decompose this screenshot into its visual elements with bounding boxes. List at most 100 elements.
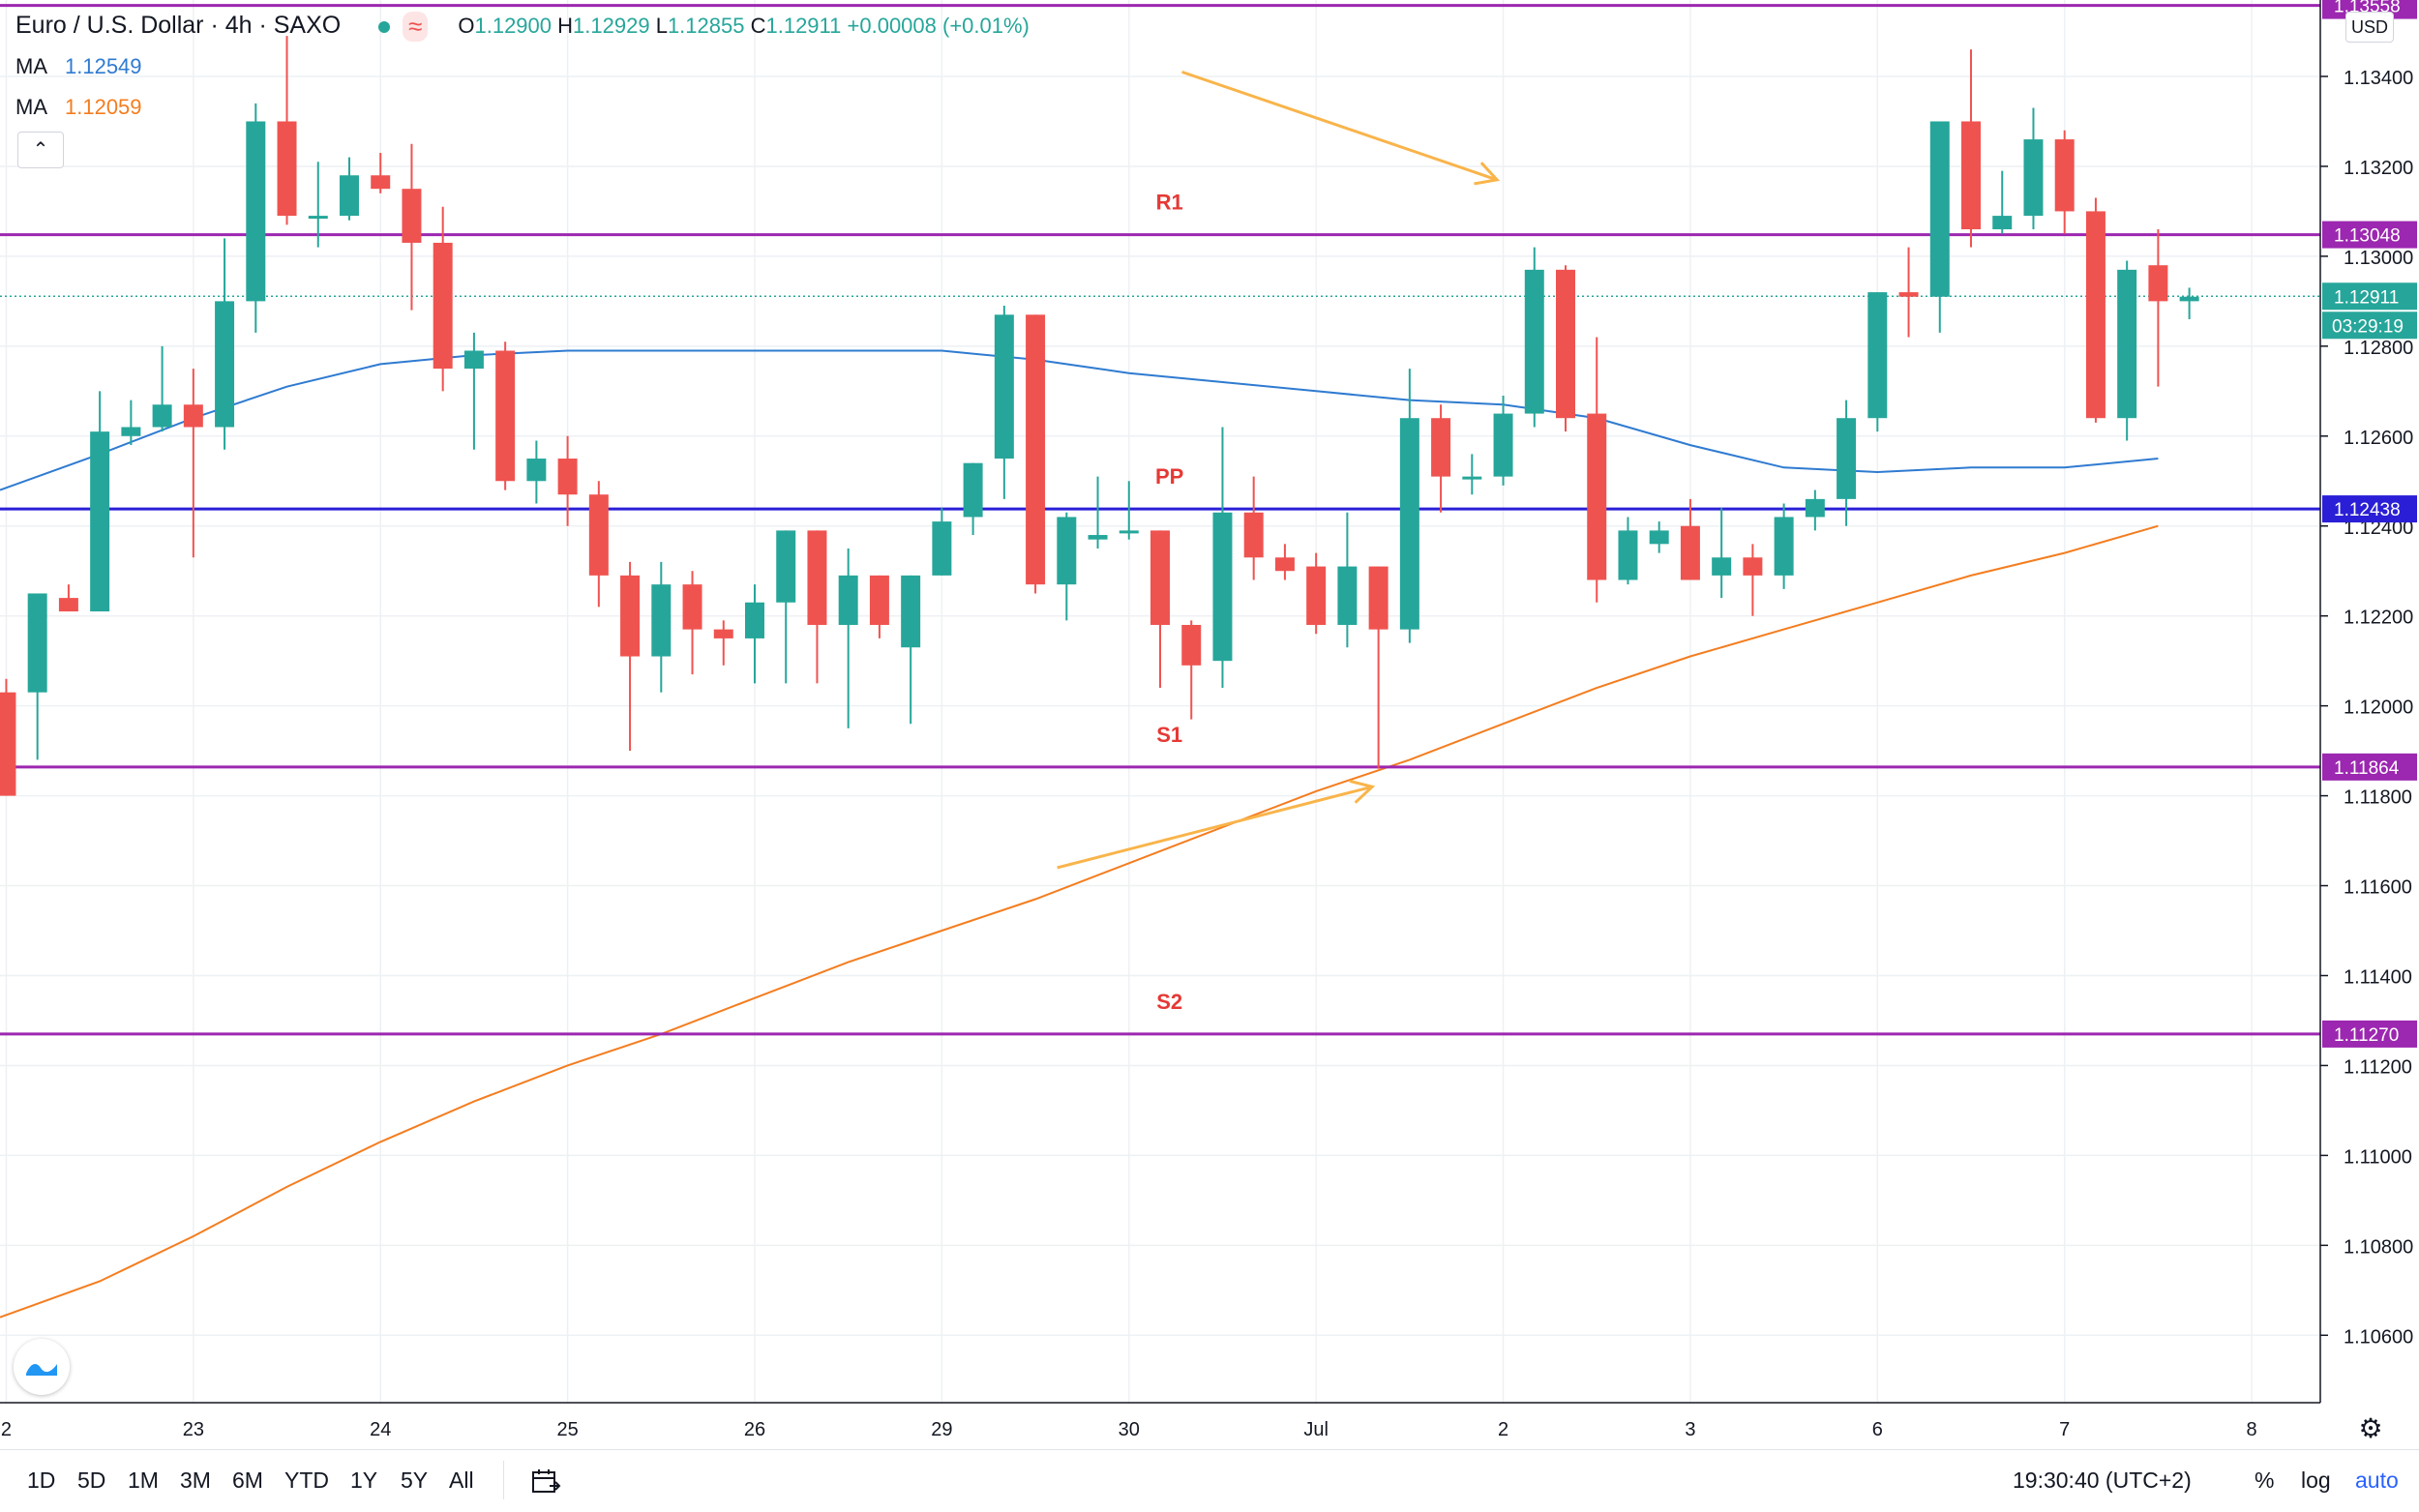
- candle-body: [1088, 535, 1108, 540]
- price-tag-label: 1.12438: [2334, 500, 2401, 520]
- clock-readout[interactable]: 19:30:40 (UTC+2): [2013, 1468, 2192, 1493]
- ma-legend-2[interactable]: MA 1.12059: [15, 95, 142, 120]
- range-3m-button[interactable]: 3M: [180, 1468, 211, 1493]
- candle: [1057, 512, 1077, 621]
- chart-canvas[interactable]: R1 PP S1 S2 1.13400 1.13200 1.13000 1.12800 1.12…: [0, 0, 2419, 1449]
- candle: [1431, 404, 1451, 513]
- arrow-head: [1349, 779, 1376, 804]
- candle-body: [1274, 557, 1295, 572]
- candle-body: [994, 314, 1014, 460]
- price-tag-bg: [2322, 221, 2417, 249]
- candle-body: [402, 189, 422, 243]
- x-tick-label: Jul: [1303, 1419, 1329, 1440]
- countdown-tag-bg: [2322, 311, 2417, 340]
- collapse-legend-button[interactable]: ⌃: [17, 132, 64, 168]
- pivot-label-s2: S2: [1156, 990, 1182, 1014]
- candle: [682, 571, 702, 675]
- candle-body: [1618, 530, 1638, 580]
- range-5d-button[interactable]: 5D: [77, 1468, 106, 1493]
- candle: [463, 332, 484, 450]
- candle-body: [1399, 418, 1419, 630]
- ohlc-low: 1.12855: [667, 14, 745, 39]
- ma-label: MA: [15, 54, 47, 78]
- candle: [1493, 395, 1513, 486]
- candle: [557, 435, 578, 526]
- candle-body: [526, 459, 547, 482]
- candle-body: [901, 575, 921, 648]
- data-status-icon[interactable]: ≈: [403, 12, 429, 42]
- candle-body: [1181, 624, 1202, 666]
- candle: [2148, 229, 2168, 387]
- candle-body: [1057, 517, 1077, 585]
- x-tick-label: 23: [183, 1419, 204, 1440]
- candle-body: [1961, 121, 1982, 230]
- level-price-tag: 1.13048: [2322, 221, 2417, 249]
- candle: [183, 369, 203, 558]
- candle: [1867, 292, 1888, 432]
- range-5y-button[interactable]: 5Y: [401, 1468, 429, 1493]
- ohlc-change: +0.00008 (+0.01%): [847, 14, 1030, 39]
- y-tick-label: 1.12600: [2344, 428, 2413, 449]
- x-tick-label: 25: [556, 1419, 578, 1440]
- candle: [1837, 400, 1857, 526]
- tradingview-logo-icon[interactable]: [14, 1339, 70, 1395]
- candle: [1337, 512, 1358, 648]
- price-tag-label: 1.12911: [2334, 287, 2399, 308]
- ohlc-close-label: C: [750, 14, 766, 39]
- candle: [1587, 337, 1607, 603]
- market-open-icon: [378, 20, 391, 33]
- candle-body: [1150, 530, 1170, 625]
- candle-body: [215, 301, 235, 428]
- candle-body: [932, 521, 952, 576]
- candle-body: [1837, 418, 1857, 499]
- percent-scale-toggle[interactable]: %: [2255, 1468, 2275, 1493]
- x-tick-label: 2: [1, 1419, 12, 1440]
- range-1y-button[interactable]: 1Y: [350, 1468, 378, 1493]
- candle: [246, 103, 266, 333]
- auto-scale-toggle[interactable]: auto: [2355, 1468, 2399, 1493]
- candle: [620, 561, 641, 752]
- range-ytd-button[interactable]: YTD: [284, 1468, 329, 1493]
- candle-body: [557, 459, 578, 495]
- countdown-label: 03:29:19: [2332, 316, 2404, 337]
- candle-body: [0, 692, 16, 796]
- symbol-title[interactable]: Euro / U.S. Dollar · 4h · SAXO: [15, 12, 342, 40]
- pivot-label-s1: S1: [1156, 723, 1182, 747]
- ma-legend-1[interactable]: MA 1.12549: [15, 54, 142, 79]
- candle-body: [1898, 292, 1919, 297]
- range-1m-button[interactable]: 1M: [128, 1468, 159, 1493]
- y-tick-label: 1.11000: [2344, 1146, 2412, 1168]
- arrow-shaft: [1181, 70, 1498, 182]
- candle-body: [1680, 525, 1700, 580]
- candle: [1743, 544, 1763, 616]
- candle-body: [2085, 211, 2105, 419]
- currency-badge[interactable]: USD: [2345, 12, 2394, 43]
- candle: [2117, 260, 2137, 441]
- arrow-head: [1474, 162, 1501, 186]
- range-all-button[interactable]: All: [449, 1468, 474, 1493]
- candle-body: [745, 602, 764, 638]
- candle-body: [277, 121, 297, 217]
- range-6m-button[interactable]: 6M: [232, 1468, 263, 1493]
- x-tick-label: 2: [1498, 1419, 1508, 1440]
- y-tick-label: 1.11600: [2344, 877, 2412, 899]
- y-tick-label: 1.13400: [2344, 68, 2413, 89]
- candle-body: [246, 121, 266, 302]
- candle-body: [2179, 296, 2199, 302]
- candle: [1243, 476, 1264, 580]
- log-scale-toggle[interactable]: log: [2301, 1468, 2331, 1493]
- range-1d-button[interactable]: 1D: [27, 1468, 56, 1493]
- settings-gear-icon[interactable]: ⚙: [2358, 1412, 2382, 1444]
- level-price-tag: 1.12438: [2322, 495, 2417, 523]
- ma-label: MA: [15, 95, 47, 119]
- goto-date-icon[interactable]: [530, 1468, 561, 1500]
- price-tag-bg: [2322, 1020, 2417, 1048]
- candle-body: [620, 575, 641, 657]
- candle-body: [339, 175, 359, 217]
- candle-body: [713, 629, 733, 638]
- candle-body: [1368, 566, 1389, 630]
- candle: [1088, 476, 1108, 548]
- y-tick-label: 1.10800: [2344, 1236, 2413, 1258]
- candle: [1399, 369, 1419, 643]
- price-tag-label: 1.11270: [2334, 1025, 2399, 1046]
